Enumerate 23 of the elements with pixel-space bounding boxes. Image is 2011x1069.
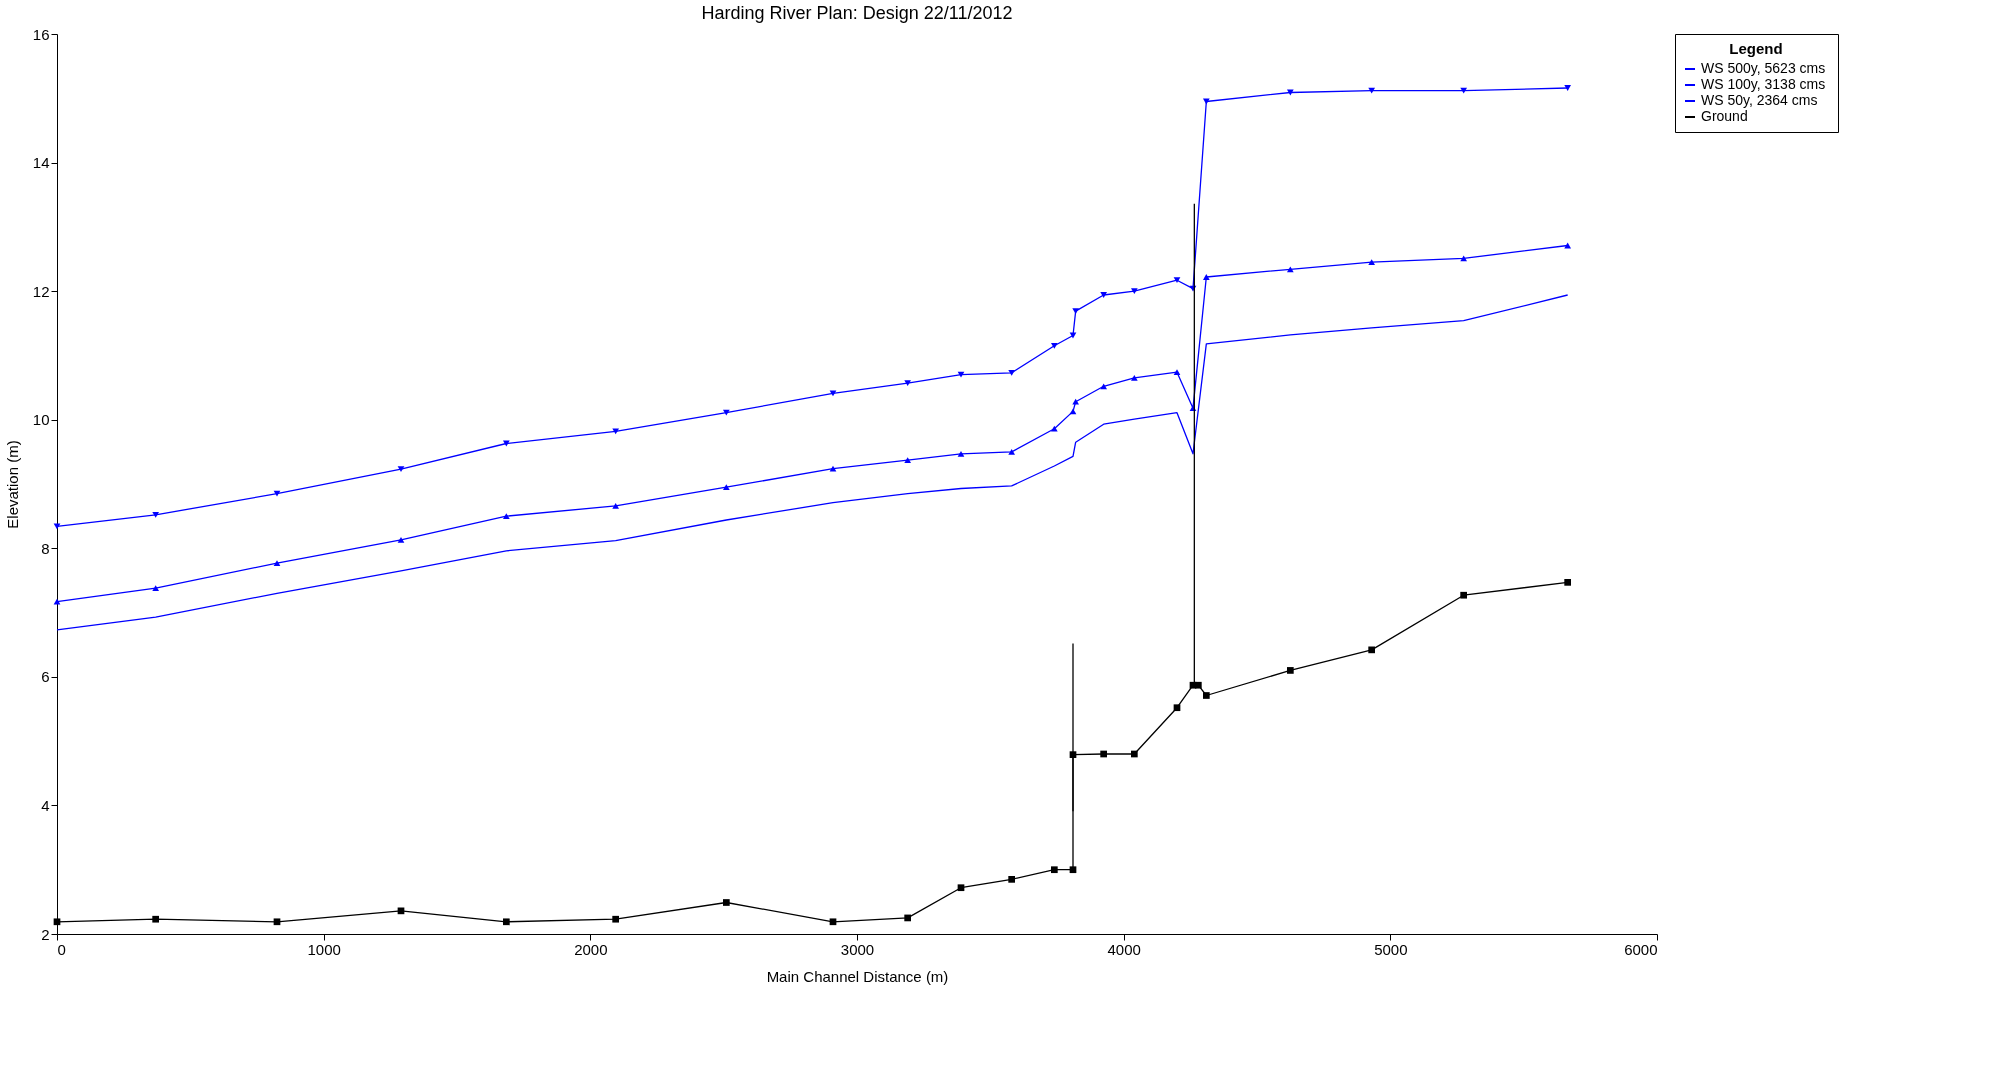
x-tick-label: 0	[57, 940, 66, 958]
y-tick-label: 12	[32, 282, 50, 300]
y-tick-label: 2	[41, 925, 50, 943]
legend-label: WS 500y, 5623 cms	[1701, 60, 1826, 76]
x-tick-label: 1000	[307, 940, 341, 958]
x-tick-label: 3000	[840, 940, 875, 958]
legend-label: WS 100y, 3138 cms	[1701, 76, 1826, 92]
y-tick-label: 8	[41, 539, 50, 557]
legend-title: Legend	[1729, 40, 1783, 57]
y-tick-label: 14	[32, 154, 50, 172]
legend-label: Ground	[1701, 108, 1748, 124]
x-tick-label: 4000	[1107, 940, 1141, 958]
legend-label: WS 50y, 2364 cms	[1701, 92, 1818, 108]
chart-title: Harding River Plan: Design 22/11/2012	[701, 3, 1013, 23]
x-tick-label: 6000	[1624, 940, 1658, 958]
y-tick-label: 16	[32, 25, 50, 43]
y-tick-label: 4	[41, 796, 50, 814]
x-tick-label: 5000	[1374, 940, 1408, 958]
x-axis-title: Main Channel Distance (m)	[766, 967, 949, 985]
y-tick-label: 6	[41, 668, 50, 686]
y-tick-label: 10	[32, 411, 50, 429]
x-tick-label: 2000	[574, 940, 608, 958]
y-axis-title: Elevation (m)	[3, 440, 21, 529]
